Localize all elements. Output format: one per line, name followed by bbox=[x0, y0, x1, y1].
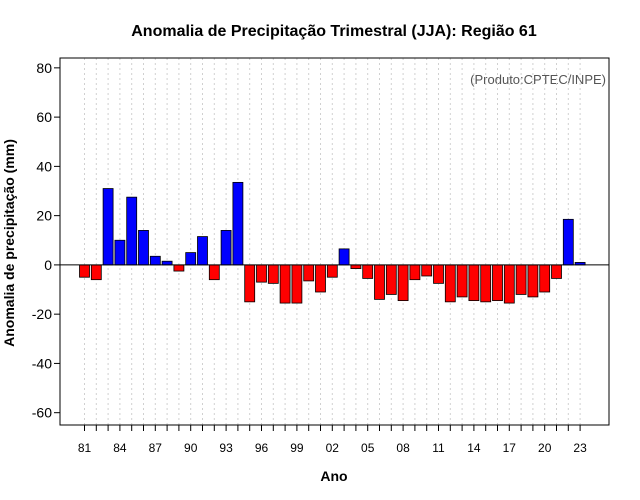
bar-13 bbox=[456, 264, 468, 298]
gridlines bbox=[84, 58, 581, 425]
y-tick-label: 80 bbox=[36, 60, 52, 76]
bar-89 bbox=[173, 264, 185, 272]
x-tick-label: 05 bbox=[361, 441, 375, 455]
bar-09 bbox=[409, 264, 421, 281]
y-tick-label: 60 bbox=[36, 109, 52, 125]
x-tick-label: 99 bbox=[290, 441, 304, 455]
bar-17 bbox=[503, 264, 515, 304]
x-tick-label: 90 bbox=[184, 441, 198, 455]
bar-88 bbox=[161, 260, 173, 266]
bar-18 bbox=[515, 264, 527, 295]
bar-01 bbox=[315, 264, 326, 293]
bar-19 bbox=[527, 264, 539, 298]
bar-93 bbox=[220, 230, 232, 266]
x-tick-label: 96 bbox=[255, 441, 269, 455]
bar-20 bbox=[539, 264, 551, 293]
source-credit: (Produto:CPTEC/INPE) bbox=[470, 72, 606, 87]
x-tick-label: 11 bbox=[432, 441, 445, 455]
x-tick-label: 93 bbox=[219, 441, 233, 455]
bar-15 bbox=[480, 264, 492, 303]
bar-96 bbox=[256, 264, 267, 283]
bar-06 bbox=[374, 264, 385, 300]
bar-91 bbox=[197, 236, 208, 266]
x-tick-label: 14 bbox=[467, 441, 481, 455]
y-tick-label: 40 bbox=[36, 158, 52, 174]
x-tick-label: 17 bbox=[503, 441, 517, 455]
y-tick-label: -20 bbox=[32, 306, 52, 322]
bar-10 bbox=[421, 264, 433, 277]
bar-95 bbox=[244, 264, 256, 303]
x-tick-label: 87 bbox=[149, 441, 163, 455]
bar-82 bbox=[90, 264, 102, 281]
bar-86 bbox=[138, 230, 149, 266]
bar-94 bbox=[232, 181, 244, 266]
bar-21 bbox=[551, 264, 562, 279]
x-axis-label: Ano bbox=[320, 468, 347, 484]
bar-97 bbox=[267, 264, 279, 284]
bar-04 bbox=[350, 264, 362, 269]
chart-title: Anomalia de Precipitação Trimestral (JJA… bbox=[131, 23, 537, 40]
bar-87 bbox=[149, 255, 161, 266]
bar-08 bbox=[397, 264, 409, 302]
bar-05 bbox=[362, 264, 374, 279]
bar-22 bbox=[562, 218, 574, 266]
axes: -60 -40 -20 0 20 40 60 80 81 84 87 90 93 96 99 02 05 08 11… bbox=[32, 57, 610, 455]
y-tick-label: 0 bbox=[44, 257, 52, 273]
y-tick-label: 20 bbox=[36, 208, 52, 224]
x-tick-label: 84 bbox=[113, 441, 127, 455]
bar-98 bbox=[279, 264, 291, 304]
bar-00 bbox=[303, 264, 315, 282]
x-tick-label: 20 bbox=[538, 441, 552, 455]
bar-16 bbox=[492, 264, 503, 302]
bar-90 bbox=[185, 252, 197, 266]
bars bbox=[79, 181, 586, 304]
x-tick-label: 08 bbox=[396, 441, 410, 455]
bar-14 bbox=[468, 264, 480, 302]
bar-92 bbox=[208, 264, 220, 281]
bar-12 bbox=[444, 264, 456, 303]
bar-85 bbox=[126, 196, 138, 266]
x-tick-label: 81 bbox=[78, 441, 92, 455]
bar-84 bbox=[114, 239, 126, 266]
bar-07 bbox=[385, 264, 397, 295]
bar-81 bbox=[79, 264, 90, 278]
bar-11 bbox=[433, 264, 444, 284]
bar-83 bbox=[102, 188, 114, 266]
bar-02 bbox=[326, 264, 338, 278]
bar-03 bbox=[338, 248, 350, 266]
y-tick-label: -60 bbox=[32, 405, 52, 421]
y-tick-label: -40 bbox=[32, 355, 52, 371]
plot-frame bbox=[59, 57, 610, 426]
x-tick-label: 02 bbox=[326, 441, 340, 455]
y-axis-label: Anomalia de precipitação (mm) bbox=[1, 139, 17, 347]
bar-99 bbox=[291, 264, 303, 304]
x-tick-label: 23 bbox=[573, 441, 587, 455]
